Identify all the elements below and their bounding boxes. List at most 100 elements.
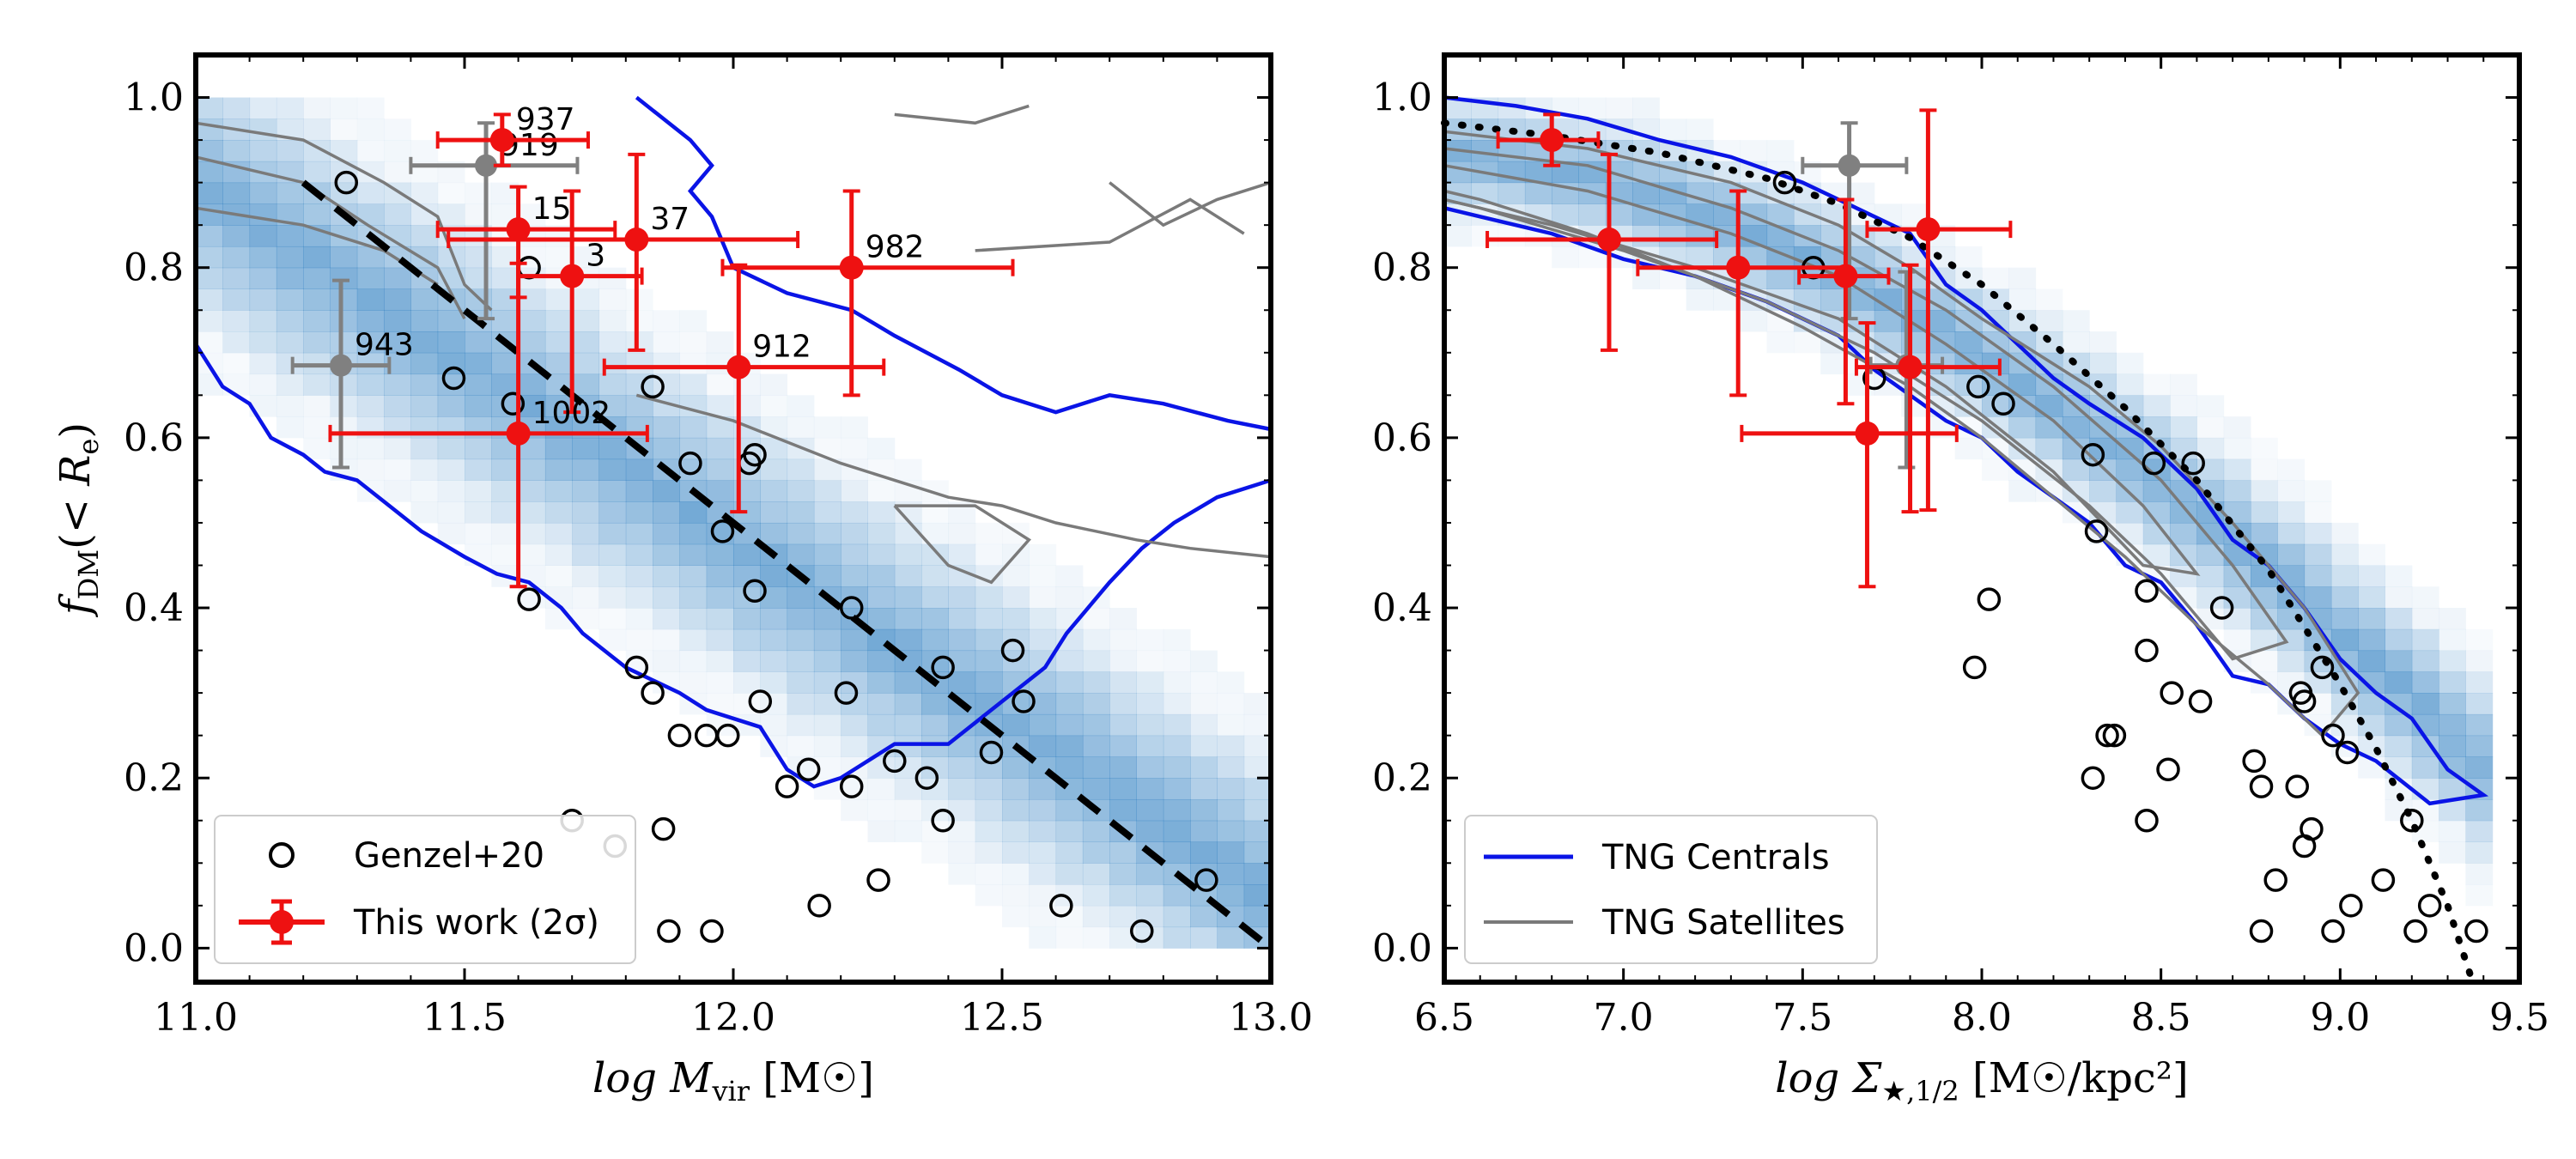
tng-satellites-contour xyxy=(635,393,1272,559)
x-tick-label: 13.0 xyxy=(1229,996,1313,1040)
heatmap-cell xyxy=(598,267,627,289)
heatmap-cell xyxy=(2142,395,2171,417)
heatmap-cell xyxy=(975,798,1003,822)
heatmap-cell xyxy=(222,331,251,354)
heatmap-cell xyxy=(1217,693,1245,715)
genzel20-point xyxy=(2249,774,2274,798)
heatmap-cell xyxy=(1954,352,1983,375)
heatmap-cell xyxy=(196,288,223,311)
x-tick-label: 8.5 xyxy=(2131,996,2191,1040)
heatmap-cell xyxy=(1082,756,1110,779)
heatmap-cell xyxy=(841,437,868,460)
heatmap-cell xyxy=(841,522,868,545)
heatmap-cell xyxy=(1190,650,1218,672)
heatmap-cell xyxy=(196,246,223,269)
heatmap-cell xyxy=(1766,140,1795,162)
heatmap-cell xyxy=(1243,735,1272,757)
heatmap-cell xyxy=(948,863,976,885)
heatmap-cell xyxy=(760,416,788,439)
heatmap-cell xyxy=(975,671,1003,694)
heatmap-cell xyxy=(1055,671,1084,694)
genzel20-point xyxy=(839,774,864,798)
heatmap-cell xyxy=(867,713,896,737)
heatmap-cell xyxy=(465,352,492,375)
heatmap-cell xyxy=(867,671,896,694)
heatmap-cell xyxy=(330,437,358,460)
heatmap-cell xyxy=(706,650,734,672)
x-tick-label: 9.0 xyxy=(2310,996,2370,1040)
heatmap-cell xyxy=(1055,863,1084,885)
heatmap-cell xyxy=(625,310,653,332)
heatmap-cell xyxy=(2358,543,2385,566)
x-tick-label: 11.5 xyxy=(422,996,507,1040)
heatmap-cell xyxy=(625,352,653,375)
heatmap-cell xyxy=(1217,735,1245,757)
heatmap-cell xyxy=(491,480,519,502)
heatmap-cell xyxy=(303,331,331,354)
genzel20-point xyxy=(641,681,665,705)
heatmap-cell xyxy=(894,565,922,587)
x-tick-label: 12.0 xyxy=(691,996,775,1040)
heatmap-cell xyxy=(894,608,922,630)
heatmap-cell xyxy=(841,565,868,587)
heatmap-cell xyxy=(249,97,277,119)
genzel20-point xyxy=(2160,681,2184,705)
heatmap-cell xyxy=(787,480,815,502)
heatmap-cell xyxy=(1659,225,1687,247)
heatmap-cell xyxy=(2385,756,2413,779)
this-work-point xyxy=(1496,112,1601,167)
point-label: 1002 xyxy=(532,396,611,431)
heatmap-cell xyxy=(303,161,331,184)
heatmap-cell xyxy=(249,118,277,141)
heatmap-cell xyxy=(410,310,439,332)
y-tick-label: 0.2 xyxy=(124,756,184,800)
heatmap-cell xyxy=(653,565,680,587)
y-tick-label: 0.2 xyxy=(1372,756,1432,800)
heatmap-cell xyxy=(2330,543,2359,566)
heatmap-cell xyxy=(384,118,411,141)
heatmap-cell xyxy=(249,225,277,247)
heatmap-cell xyxy=(2035,395,2063,417)
heatmap-cell xyxy=(1740,140,1768,162)
heatmap-cell xyxy=(544,501,573,524)
heatmap-cell xyxy=(2196,543,2225,566)
heatmap-cell xyxy=(679,331,708,354)
genzel20-point xyxy=(979,740,1004,765)
genzel20-point xyxy=(743,442,767,467)
heatmap-cell xyxy=(330,246,358,269)
heatmap-cell xyxy=(679,586,708,609)
heatmap-cell xyxy=(653,608,680,630)
heatmap-cell xyxy=(1190,756,1218,779)
genzel20-point xyxy=(1772,170,1797,195)
heatmap-cell xyxy=(544,288,573,311)
heatmap-cell xyxy=(1082,905,1110,928)
y-tick-label: 0.8 xyxy=(1372,246,1432,290)
dotted-curve xyxy=(1441,119,2476,986)
genzel20-point xyxy=(651,816,676,841)
heatmap-cell xyxy=(222,140,251,162)
heatmap-cell xyxy=(2385,735,2413,757)
genzel20-point xyxy=(667,723,692,748)
heatmap-cell xyxy=(2089,480,2117,502)
heatmap-cell xyxy=(465,395,492,417)
heatmap-cell xyxy=(1109,863,1137,885)
heatmap-cell xyxy=(706,395,734,417)
heatmap-cell xyxy=(1190,905,1218,928)
x-axis-label-left: log Mvir [M☉] xyxy=(592,1054,874,1107)
heatmap-cell xyxy=(2330,522,2359,545)
heatmap-cell xyxy=(356,331,385,354)
heatmap-cell xyxy=(948,628,976,652)
heatmap-cell xyxy=(813,543,841,566)
heatmap-cell xyxy=(1002,586,1030,609)
heatmap-cell xyxy=(2277,650,2306,672)
heatmap-cell xyxy=(787,395,815,417)
heatmap-cell xyxy=(867,501,896,524)
heatmap-cell xyxy=(2465,628,2494,652)
heatmap-cell xyxy=(1686,118,1714,141)
y-tick-label: 1.0 xyxy=(1372,76,1432,120)
genzel20-point xyxy=(2095,723,2119,748)
heatmap-cell xyxy=(544,522,573,545)
genzel20-point xyxy=(2285,774,2310,798)
heatmap-cell xyxy=(2304,480,2332,502)
genzel20-point xyxy=(2142,451,2166,476)
